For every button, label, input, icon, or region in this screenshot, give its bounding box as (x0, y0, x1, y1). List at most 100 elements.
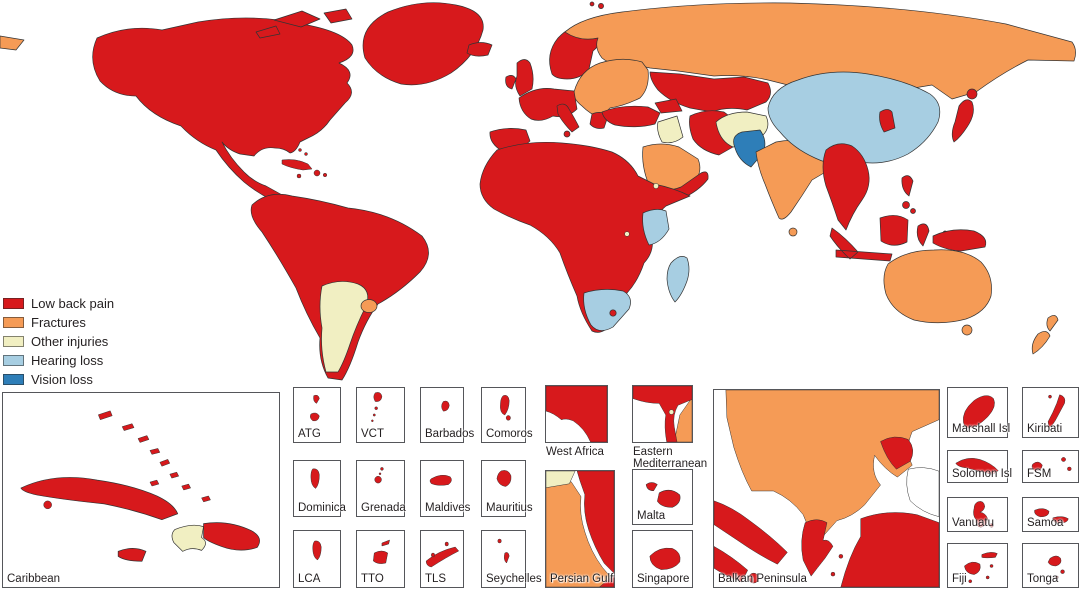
region-eastern-europe (573, 58, 649, 119)
inset-tonga: Tonga (1022, 543, 1079, 588)
legend-item: Low back pain (3, 296, 114, 311)
sicily (748, 572, 759, 584)
region-north-america (92, 17, 354, 215)
legend-label: Other injuries (31, 334, 109, 349)
inset-label-west-africa: West Africa (546, 446, 604, 458)
inset-label-malta: Malta (637, 510, 666, 522)
region-indonesia (829, 215, 930, 262)
caribbean-map (20, 410, 260, 562)
region-rwanda (624, 231, 630, 237)
aegean-island (830, 571, 836, 577)
inset-vct: VCT (356, 387, 405, 443)
samoa-island (1052, 516, 1069, 524)
legend-swatch-low-back-pain (3, 298, 24, 309)
fsm-cay (1061, 457, 1066, 462)
legend-item: Other injuries (3, 334, 114, 349)
lca-island (312, 540, 322, 561)
inset-balkan: Balkan Peninsula (713, 389, 940, 588)
vanuatu-cay (989, 523, 994, 528)
region-svalbard (589, 1, 595, 7)
inset-dominica: Dominica (293, 460, 346, 517)
west-africa-land (546, 386, 607, 442)
inset-label-marshall: Marshall Isl (952, 423, 1011, 435)
legend-swatch-other-injuries (3, 336, 24, 347)
legend-label: Vision loss (31, 372, 93, 387)
inset-tls: TLS (420, 530, 464, 588)
cuba (20, 477, 179, 521)
tls-fragment (431, 552, 435, 558)
inset-label-dominica: Dominica (298, 502, 346, 514)
mauritius-island (496, 470, 512, 487)
region-bahamas (298, 148, 302, 152)
isla-de-la-juventud (43, 500, 52, 510)
region-africa (479, 141, 691, 333)
region-canadian-arctic (255, 8, 353, 39)
map-legend: Low back pain Fractures Other injuries H… (3, 296, 114, 387)
inset-grenada: Grenada (356, 460, 406, 517)
inset-tto: TTO (356, 530, 405, 588)
jamaica (117, 548, 147, 562)
turkey-anatolia (840, 512, 939, 587)
region-philippines (902, 201, 910, 209)
tonga-cay (1060, 569, 1065, 574)
inset-persian-gulf: Persian Gulf (545, 470, 615, 588)
singapore-island (649, 547, 681, 570)
region-philippines (901, 175, 914, 197)
region-china (767, 71, 941, 165)
persian-gulf-iraq (546, 471, 576, 488)
inset-label-persian-gulf: Persian Gulf (550, 573, 614, 585)
haiti (171, 524, 206, 552)
inset-barbados: Barbados (420, 387, 474, 443)
inset-west-africa (545, 385, 608, 443)
region-sri-lanka (788, 227, 798, 237)
seychelles-cay (497, 538, 502, 544)
legend-item: Hearing loss (3, 353, 114, 368)
region-new-guinea (932, 229, 987, 252)
vanuatu-chain (973, 501, 988, 528)
persian-gulf-corner (599, 574, 614, 587)
seychelles-island (504, 552, 510, 564)
inset-malta: Malta (632, 469, 693, 525)
dominica-island (310, 468, 320, 489)
inset-label-tonga: Tonga (1027, 573, 1059, 585)
dominican-republic (203, 522, 260, 551)
inset-label-caribbean: Caribbean (7, 573, 61, 585)
inset-label-kiribati: Kiribati (1027, 423, 1063, 435)
vct-cay (372, 413, 376, 417)
inset-samoa: Samoa (1022, 497, 1079, 532)
persian-gulf-iran (576, 471, 614, 574)
inset-fiji: Fiji (947, 543, 1008, 588)
inset-label-seychelles: Seychelles (486, 573, 542, 585)
inset-seychelles: Seychelles (481, 530, 542, 588)
vct-cay (374, 406, 378, 410)
italy-adriatic (714, 500, 788, 583)
inset-label-barbados: Barbados (425, 428, 475, 440)
region-korea (879, 109, 896, 133)
region-djibouti (653, 183, 659, 189)
region-italy (556, 103, 580, 133)
region-south-africa (583, 289, 631, 331)
inset-label-fiji: Fiji (952, 573, 967, 585)
vct-cay (371, 419, 374, 422)
inset-label-mauritius: Mauritius (486, 502, 533, 514)
region-cuba (281, 159, 313, 171)
kiribati-cay (1048, 394, 1052, 399)
inset-label-lca: LCA (298, 573, 321, 585)
inset-singapore: Singapore (632, 530, 693, 588)
legend-item: Vision loss (3, 372, 114, 387)
region-kenya-tanzania (642, 209, 670, 246)
region-australia (961, 324, 973, 336)
inset-label-vanuatu: Vanuatu (952, 517, 994, 529)
samoa-island (1034, 508, 1050, 518)
greece-mainland (801, 519, 834, 577)
region-uk-ireland (505, 59, 534, 97)
region-southeast-asia (822, 143, 870, 231)
inset-label-eastern-mediterranean: Eastern Mediterranean (633, 446, 708, 471)
east-med-enclave (668, 409, 674, 415)
legend-item: Fractures (3, 315, 114, 330)
moldova (880, 436, 914, 470)
inset-kiribati: Kiribati (1022, 387, 1079, 438)
inset-label-solomon: Solomon Isl (952, 468, 1013, 480)
solomon-islands (955, 457, 999, 475)
inset-label-tto: TTO (361, 573, 384, 585)
